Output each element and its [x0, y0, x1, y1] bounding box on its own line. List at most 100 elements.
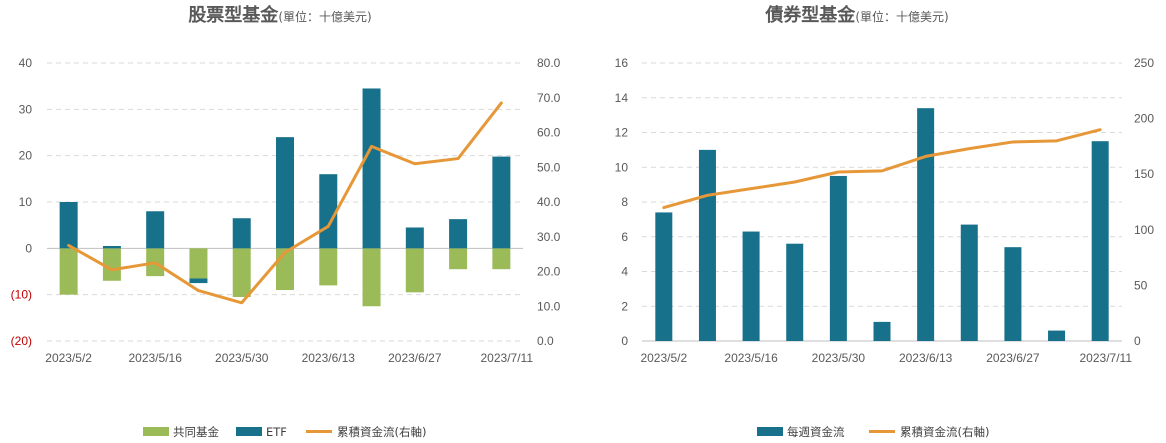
bar-mutual: [362, 248, 381, 307]
y-left-tick-label: 0: [25, 241, 32, 255]
y-left-tick-label: 8: [621, 195, 628, 209]
bond-gridlines: [642, 62, 1122, 342]
bar-weekly: [698, 149, 716, 341]
bond-bars: [655, 108, 1109, 341]
x-tick-label: 2023/7/11: [481, 351, 534, 365]
x-tick-label: 2023/6/13: [899, 351, 953, 365]
cumulative-flow-line: [67, 101, 503, 305]
bar-weekly: [1004, 247, 1022, 341]
bar-etf: [102, 246, 121, 249]
bar-mutual: [59, 248, 78, 295]
x-tick-label: 2023/5/30: [812, 351, 866, 365]
y-left-tick-label: (20): [11, 334, 32, 348]
y-right-tick-label: 0.0: [537, 334, 554, 348]
bar-weekly: [1048, 330, 1066, 341]
bond-fund-chart: 債券型基金(單位：十億美元) 16 14 12 10 8 6 4 2 0 250 200 150 10…: [615, 4, 1155, 439]
y-left-tick-label: 6: [621, 230, 628, 244]
bar-etf: [492, 156, 511, 249]
y-left-tick-label: 12: [615, 126, 629, 140]
bond-chart-title-main: 債券型基金: [764, 4, 856, 26]
bar-mutual: [232, 248, 251, 297]
bar-etf: [146, 211, 165, 249]
y-left-tick-label: 30: [19, 102, 33, 116]
y-right-tick-label: 30.0: [537, 230, 561, 244]
equity-chart-title: 股票型基金(單位：十億美元): [187, 4, 371, 26]
x-tick-label: 2023/5/2: [45, 351, 92, 365]
bond-legend: 每週資金流 累積資金流(右軸): [757, 425, 989, 439]
bar-etf: [449, 219, 468, 249]
legend-swatch-mutual: [143, 427, 169, 436]
equity-legend: 共同基金 ETF 累積資金流(右軸): [143, 425, 426, 439]
equity-x-axis: 2023/5/2 2023/5/16 2023/5/30 2023/6/13 2023/…: [45, 351, 533, 365]
y-left-tick-label: 10: [19, 195, 33, 209]
x-tick-label: 2023/6/27: [388, 351, 442, 365]
bar-etf: [59, 202, 78, 249]
legend-label-cumulative: 累積資金流(右軸): [337, 425, 426, 439]
bar-mutual: [449, 248, 468, 270]
bar-mutual: [492, 248, 511, 270]
bond-x-axis: 2023/5/2 2023/5/16 2023/5/30 2023/6/13 2023/…: [640, 351, 1132, 365]
bar-etf: [232, 218, 251, 249]
bar-mutual: [405, 248, 424, 293]
y-left-tick-label: 4: [621, 265, 628, 279]
legend-label-mutual: 共同基金: [173, 425, 219, 439]
equity-left-axis: 40 30 20 10 0 (10) (20): [11, 56, 33, 348]
x-tick-label: 2023/6/27: [986, 351, 1040, 365]
y-left-tick-label: 10: [615, 160, 629, 174]
y-right-tick-label: 20.0: [537, 265, 561, 279]
y-left-tick-label: (10): [11, 288, 32, 302]
bar-weekly: [655, 212, 673, 341]
y-left-tick-label: 20: [19, 149, 33, 163]
y-right-tick-label: 40.0: [537, 195, 561, 209]
bar-mutual: [102, 248, 121, 281]
y-right-tick-label: 10.0: [537, 299, 561, 313]
equity-chart-title-unit: (單位：十億美元): [278, 9, 371, 24]
y-left-tick-label: 2: [621, 299, 628, 313]
legend-swatch-weekly: [757, 427, 783, 436]
bar-etf: [362, 88, 381, 249]
bond-chart-title-unit: (單位：十億美元): [855, 9, 948, 24]
bar-etf: [319, 174, 338, 249]
y-right-tick-label: 80.0: [537, 56, 561, 70]
equity-right-axis: 80.0 70.0 60.0 50.0 40.0 30.0 20.0 10.0 0.0: [537, 56, 561, 348]
bar-weekly: [786, 243, 804, 341]
legend-swatch-etf: [236, 427, 262, 436]
y-left-tick-label: 0: [621, 334, 628, 348]
y-right-tick-label: 150: [1134, 167, 1154, 181]
y-right-tick-label: 0: [1134, 334, 1141, 348]
equity-chart-title-main: 股票型基金: [187, 4, 279, 26]
bar-weekly: [917, 108, 935, 341]
x-tick-label: 2023/7/11: [1080, 351, 1133, 365]
bar-etf: [405, 227, 424, 249]
bond-cumulative-line: [662, 128, 1102, 210]
legend-label-etf: ETF: [266, 425, 287, 439]
bar-etf: [276, 137, 294, 249]
y-left-tick-label: 14: [615, 91, 629, 105]
bond-right-axis: 250 200 150 100 50 0: [1134, 56, 1154, 348]
equity-bars: [59, 88, 511, 307]
y-right-tick-label: 50: [1134, 278, 1148, 292]
bar-weekly: [829, 175, 847, 341]
x-tick-label: 2023/5/16: [128, 351, 182, 365]
equity-fund-chart: 股票型基金(單位：十億美元) 40 30 20 10 0 (10) (20) 80.0 70.…: [11, 4, 561, 439]
y-right-tick-label: 100: [1134, 223, 1154, 237]
y-right-tick-label: 70.0: [537, 91, 561, 105]
bar-weekly: [873, 321, 891, 341]
x-tick-label: 2023/5/2: [640, 351, 687, 365]
x-tick-label: 2023/6/13: [302, 351, 356, 365]
y-right-tick-label: 200: [1134, 112, 1154, 126]
bar-weekly: [742, 231, 760, 341]
bar-weekly: [960, 224, 978, 341]
bar-mutual: [189, 248, 208, 279]
bond-chart-title: 債券型基金(單位：十億美元): [764, 4, 948, 26]
y-left-tick-label: 40: [19, 56, 33, 70]
y-left-tick-label: 16: [615, 56, 629, 70]
y-right-tick-label: 250: [1134, 56, 1154, 70]
y-right-tick-label: 60.0: [537, 126, 561, 140]
cumulative-flow-line: [662, 128, 1102, 210]
y-right-tick-label: 50.0: [537, 160, 561, 174]
bond-left-axis: 16 14 12 10 8 6 4 2 0: [615, 56, 629, 348]
equity-cumulative-line: [67, 101, 503, 305]
bar-etf: [189, 278, 208, 284]
